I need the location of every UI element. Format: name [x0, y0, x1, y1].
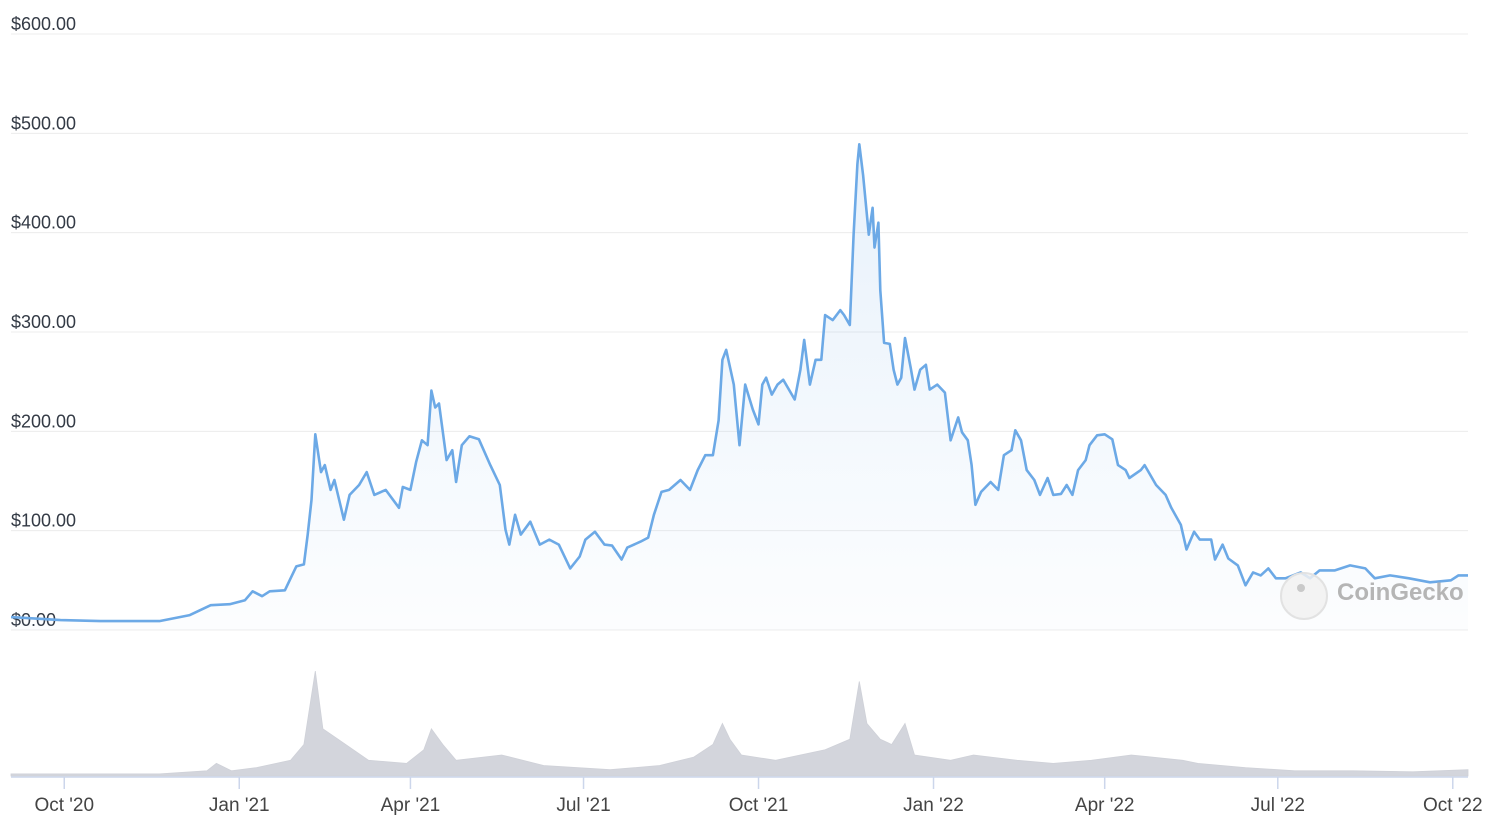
x-tick-label: Oct '22: [1423, 795, 1483, 816]
gecko-logo-icon: [1280, 572, 1328, 620]
watermark-text: CoinGecko: [1337, 579, 1464, 606]
x-tick-label: Apr '21: [381, 795, 441, 816]
y-tick-label: $300.00: [11, 312, 76, 332]
y-tick-label: $400.00: [11, 213, 76, 233]
coingecko-watermark: CoinGecko: [1280, 572, 1464, 620]
x-tick-label: Jan '21: [209, 795, 270, 816]
gecko-eye-icon: [1297, 584, 1305, 592]
y-tick-label: $200.00: [11, 411, 76, 431]
x-tick-label: Jan '22: [903, 795, 964, 816]
x-axis-labels: Oct '20 Jan '21 Apr '21 Jul '21 Oct '21 Jan '…: [34, 777, 1483, 816]
y-tick-label: $100.00: [11, 511, 76, 531]
price-area: [11, 144, 1468, 631]
x-tick-label: Oct '20: [34, 795, 94, 816]
volume-area: [10, 670, 1469, 777]
y-axis-labels: $0.00$100.00$200.00$300.00$400.00$500.00…: [11, 14, 76, 630]
x-tick-label: Jul '22: [1251, 795, 1305, 816]
y-tick-label: $500.00: [11, 113, 76, 133]
x-tick-label: Apr '22: [1075, 795, 1135, 816]
x-tick-label: Jul '21: [556, 795, 610, 816]
price-line: [10, 143, 1468, 623]
y-tick-label: $600.00: [11, 14, 76, 34]
x-tick-label: Oct '21: [729, 795, 789, 816]
